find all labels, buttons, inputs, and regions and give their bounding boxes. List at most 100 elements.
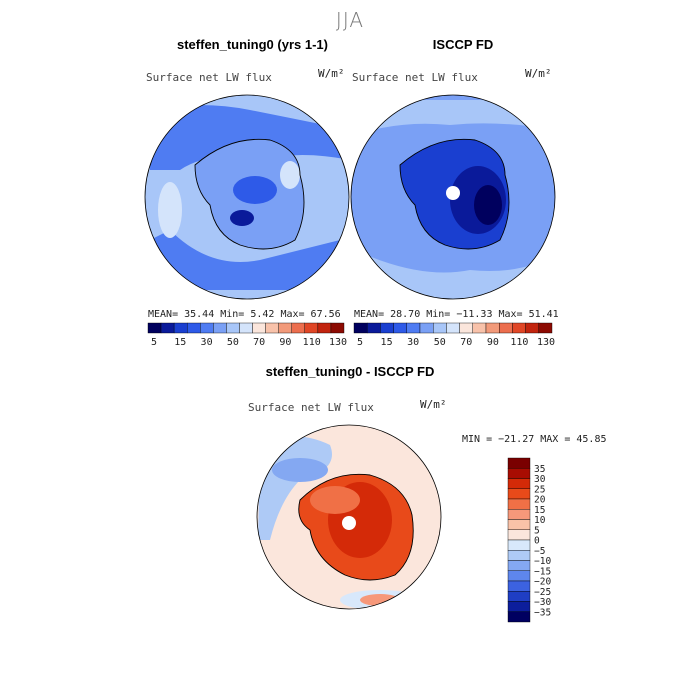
model-units-label: W/m²	[318, 67, 345, 80]
model-colorbar-tick-label: 90	[279, 337, 291, 348]
diff-colorbar-swatch	[507, 560, 531, 571]
diff-colorbar-tick-label: −35	[534, 607, 551, 618]
model-colorbar-swatch	[291, 322, 306, 334]
model-colorbar-swatch	[252, 322, 266, 334]
model-colorbar-swatch	[160, 322, 175, 334]
diff-map	[257, 425, 441, 609]
model-map	[145, 95, 349, 299]
obs-colorbar-swatch	[446, 322, 460, 334]
obs-colorbar-tick-label: 70	[460, 337, 472, 348]
obs-colorbar-tick-label: 30	[407, 337, 419, 348]
obs-colorbar-tick-label: 50	[434, 337, 446, 348]
diff-colorbar-swatch	[507, 478, 531, 489]
season-title: JJA	[335, 8, 365, 32]
model-colorbar-swatch	[213, 322, 227, 334]
model-colorbar-swatch	[186, 322, 201, 334]
diff-stats: MIN = −21.27 MAX = 45.85	[462, 434, 607, 445]
model-panel-title: steffen_tuning0 (yrs 1-1)	[177, 37, 328, 52]
diff-colorbar-swatch	[507, 580, 531, 592]
diff-colorbar-tick-label: 30	[534, 474, 546, 485]
diff-colorbar-swatch	[507, 550, 531, 561]
model-colorbar-swatch	[200, 322, 214, 334]
obs-colorbar-tick-label: 130	[537, 337, 555, 348]
diff-colorbar-tick-label: 10	[534, 515, 546, 526]
model-colorbar-swatch	[265, 322, 279, 334]
diff-colorbar-tick-label: −25	[534, 587, 551, 598]
model-colorbar-tick-label: 15	[174, 337, 186, 348]
model-colorbar-tick-label: 5	[151, 337, 157, 348]
obs-units-label: W/m²	[525, 67, 552, 80]
diff-colorbar-swatch	[507, 539, 531, 551]
model-colorbar-swatch	[239, 322, 253, 334]
diff-colorbar-swatch	[507, 457, 531, 469]
diff-colorbar-tick-label: 5	[534, 525, 540, 536]
model-colorbar-swatch	[173, 322, 188, 334]
model-colorbar-swatch	[330, 322, 345, 334]
model-colorbar-tick-label: 130	[329, 337, 347, 348]
diff-panel-title: steffen_tuning0 - ISCCP FD	[265, 364, 435, 379]
obs-colorbar-swatch	[353, 322, 368, 334]
obs-colorbar-swatch	[380, 322, 394, 334]
obs-colorbar-swatch	[485, 322, 500, 334]
obs-colorbar-tick-label: 110	[510, 337, 528, 348]
diff-units-label: W/m²	[420, 398, 447, 411]
model-colorbar-tick-label: 70	[253, 337, 265, 348]
diff-colorbar-swatch	[507, 529, 531, 541]
diff-variable-label: Surface net LW flux	[248, 401, 374, 414]
diff-colorbar-tick-label: −30	[534, 597, 551, 608]
diff-colorbar-tick-label: 15	[534, 505, 545, 516]
obs-colorbar-tick-label: 90	[487, 337, 499, 348]
diff-colorbar-swatch	[507, 601, 531, 612]
obs-panel-title: ISCCP FD	[432, 37, 494, 52]
diff-colorbar-tick-label: 35	[534, 464, 545, 475]
obs-colorbar-swatch	[459, 322, 474, 334]
model-colorbar-tick-label: 30	[201, 337, 213, 348]
diff-colorbar-swatch	[507, 611, 531, 623]
obs-colorbar-swatch	[512, 322, 526, 334]
obs-colorbar-swatch	[393, 322, 408, 334]
obs-colorbar-tick-label: 5	[357, 337, 363, 348]
diff-colorbar-tick-label: −20	[534, 577, 551, 588]
model-colorbar-tick-label: 110	[303, 337, 321, 348]
obs-colorbar-swatch	[367, 322, 381, 334]
obs-stats: MEAN= 28.70 Min= −11.33 Max= 51.41	[354, 309, 559, 320]
diff-colorbar-swatch	[507, 519, 531, 530]
diff-colorbar-tick-label: −10	[534, 556, 551, 567]
obs-map-frame	[350, 94, 556, 300]
obs-colorbar-swatch	[406, 322, 421, 334]
diff-colorbar-swatch	[507, 570, 531, 582]
diff-map-frame	[256, 424, 442, 610]
obs-colorbar-swatch	[419, 322, 434, 334]
model-stats: MEAN= 35.44 Min= 5.42 Max= 67.56	[148, 309, 341, 320]
diff-colorbar-tick-label: 20	[534, 495, 546, 506]
diff-colorbar-swatch	[507, 488, 531, 500]
diff-colorbar-swatch	[507, 498, 531, 510]
model-colorbar-swatch	[304, 322, 319, 334]
obs-colorbar: 5 15 30 50 70 90 110 130	[353, 322, 555, 348]
diff-colorbar-swatch	[507, 591, 531, 602]
obs-colorbar-swatch	[499, 322, 513, 334]
model-colorbar-swatch	[278, 322, 292, 334]
model-colorbar-swatch	[317, 322, 332, 334]
diff-colorbar-tick-label: −5	[534, 546, 545, 557]
model-variable-label: Surface net LW flux	[146, 71, 272, 84]
obs-map	[351, 95, 555, 299]
model-colorbar-swatch	[147, 322, 162, 334]
obs-colorbar-swatch	[433, 322, 447, 334]
model-colorbar-tick-label: 50	[227, 337, 239, 348]
obs-colorbar-tick-label: 15	[381, 337, 393, 348]
diff-colorbar-swatch	[507, 468, 531, 479]
obs-colorbar-swatch	[538, 322, 553, 334]
obs-colorbar-swatch	[472, 322, 487, 334]
obs-variable-label: Surface net LW flux	[352, 71, 478, 84]
diff-colorbar-tick-label: 0	[534, 536, 540, 547]
model-colorbar: 5 15 30 50 70 90 110 130	[147, 322, 347, 348]
diff-colorbar-tick-label: 25	[534, 484, 545, 495]
model-map-frame	[144, 94, 350, 300]
model-colorbar-swatch	[226, 322, 240, 334]
diff-colorbar-tick-label: −15	[534, 566, 551, 577]
diff-colorbar-swatch	[507, 509, 531, 520]
obs-colorbar-swatch	[525, 322, 539, 334]
